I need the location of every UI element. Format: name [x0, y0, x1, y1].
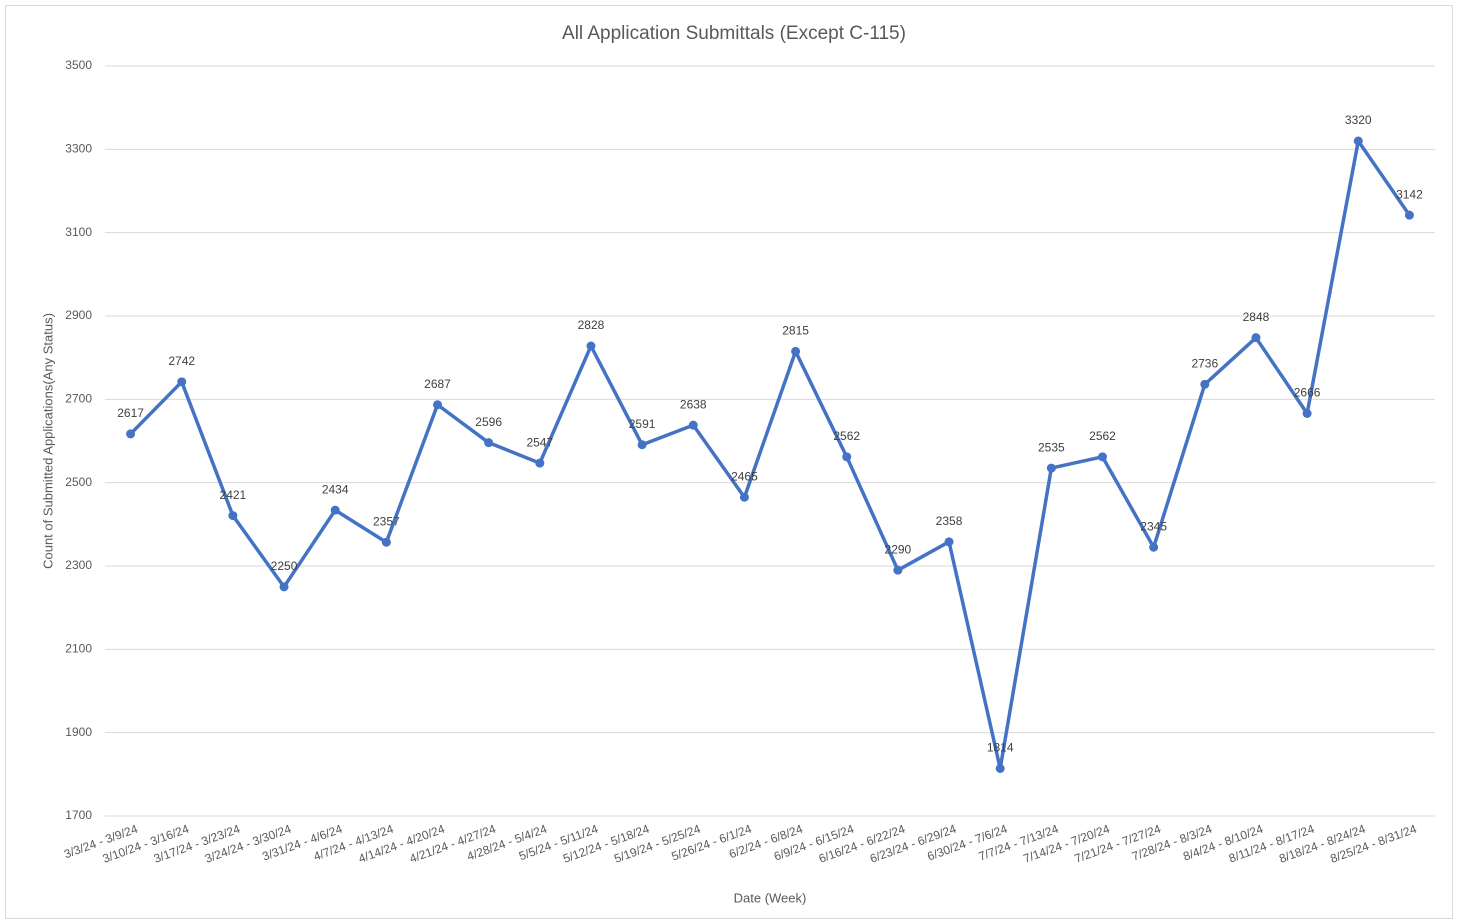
marker [1149, 542, 1159, 552]
data-label: 2596 [475, 415, 502, 429]
y-tick-label: 2100 [65, 642, 92, 656]
data-label: 2562 [833, 429, 860, 443]
data-label: 2687 [424, 377, 451, 391]
y-tick-label: 3500 [65, 58, 92, 72]
data-label: 2666 [1294, 386, 1321, 400]
data-label: 3142 [1396, 187, 1423, 201]
data-label: 2617 [117, 406, 144, 420]
marker [1353, 136, 1363, 146]
data-label: 2742 [168, 354, 195, 368]
marker [944, 537, 954, 547]
data-label: 2290 [885, 542, 912, 556]
y-axis-title: Count of Submitted Applications(Any Stat… [40, 313, 55, 569]
chart-border [5, 5, 1453, 919]
marker [995, 764, 1005, 773]
marker [688, 420, 698, 430]
marker [637, 440, 647, 450]
data-label: 2535 [1038, 440, 1065, 454]
line [129, 139, 1411, 771]
marker [433, 400, 442, 410]
data-label: 2547 [526, 435, 553, 449]
data-label: 2345 [1140, 519, 1167, 533]
marker [279, 582, 289, 592]
marker [1251, 333, 1261, 343]
data-label: 2465 [731, 469, 758, 483]
data-label: 2815 [782, 324, 809, 338]
marker [1404, 210, 1414, 220]
marker [484, 438, 494, 448]
y-tick-label: 2500 [65, 475, 92, 489]
x-axis-title: Date (Week) [734, 890, 807, 905]
y-tick-label: 1700 [65, 808, 92, 822]
y-tick-label: 1900 [65, 725, 92, 739]
marker [586, 341, 596, 351]
y-tick-label: 2700 [65, 392, 92, 406]
y-tick-label: 3100 [65, 225, 92, 239]
data-label: 2357 [373, 514, 400, 528]
y-tick-label: 2300 [65, 558, 92, 572]
marker [228, 511, 238, 521]
data-label: 3320 [1345, 113, 1372, 127]
marker [1302, 409, 1312, 418]
marker [791, 346, 801, 356]
marker [739, 492, 749, 502]
data-label: 2848 [1243, 310, 1270, 324]
marker [1200, 379, 1210, 389]
y-tick-label: 2900 [65, 308, 92, 322]
data-label: 2421 [220, 488, 247, 502]
data-label: 2828 [578, 318, 605, 332]
marker [381, 537, 391, 547]
data-label: 2250 [271, 559, 298, 573]
data-label: 2562 [1089, 429, 1116, 443]
marker [1046, 463, 1056, 473]
data-label: 2736 [1191, 357, 1218, 371]
y-tick-label: 3300 [65, 142, 92, 156]
marker [1098, 452, 1107, 462]
marker [842, 452, 852, 462]
data-label: 2358 [936, 514, 963, 528]
marker [330, 505, 340, 515]
marker [893, 565, 903, 575]
marker [535, 458, 545, 468]
data-label: 1814 [987, 741, 1014, 755]
marker [177, 377, 187, 387]
marker [126, 429, 136, 439]
data-label: 2638 [680, 397, 707, 411]
data-label: 2434 [322, 482, 349, 496]
chart-title: All Application Submittals (Except C-115… [562, 23, 906, 44]
data-label: 2591 [629, 417, 656, 431]
